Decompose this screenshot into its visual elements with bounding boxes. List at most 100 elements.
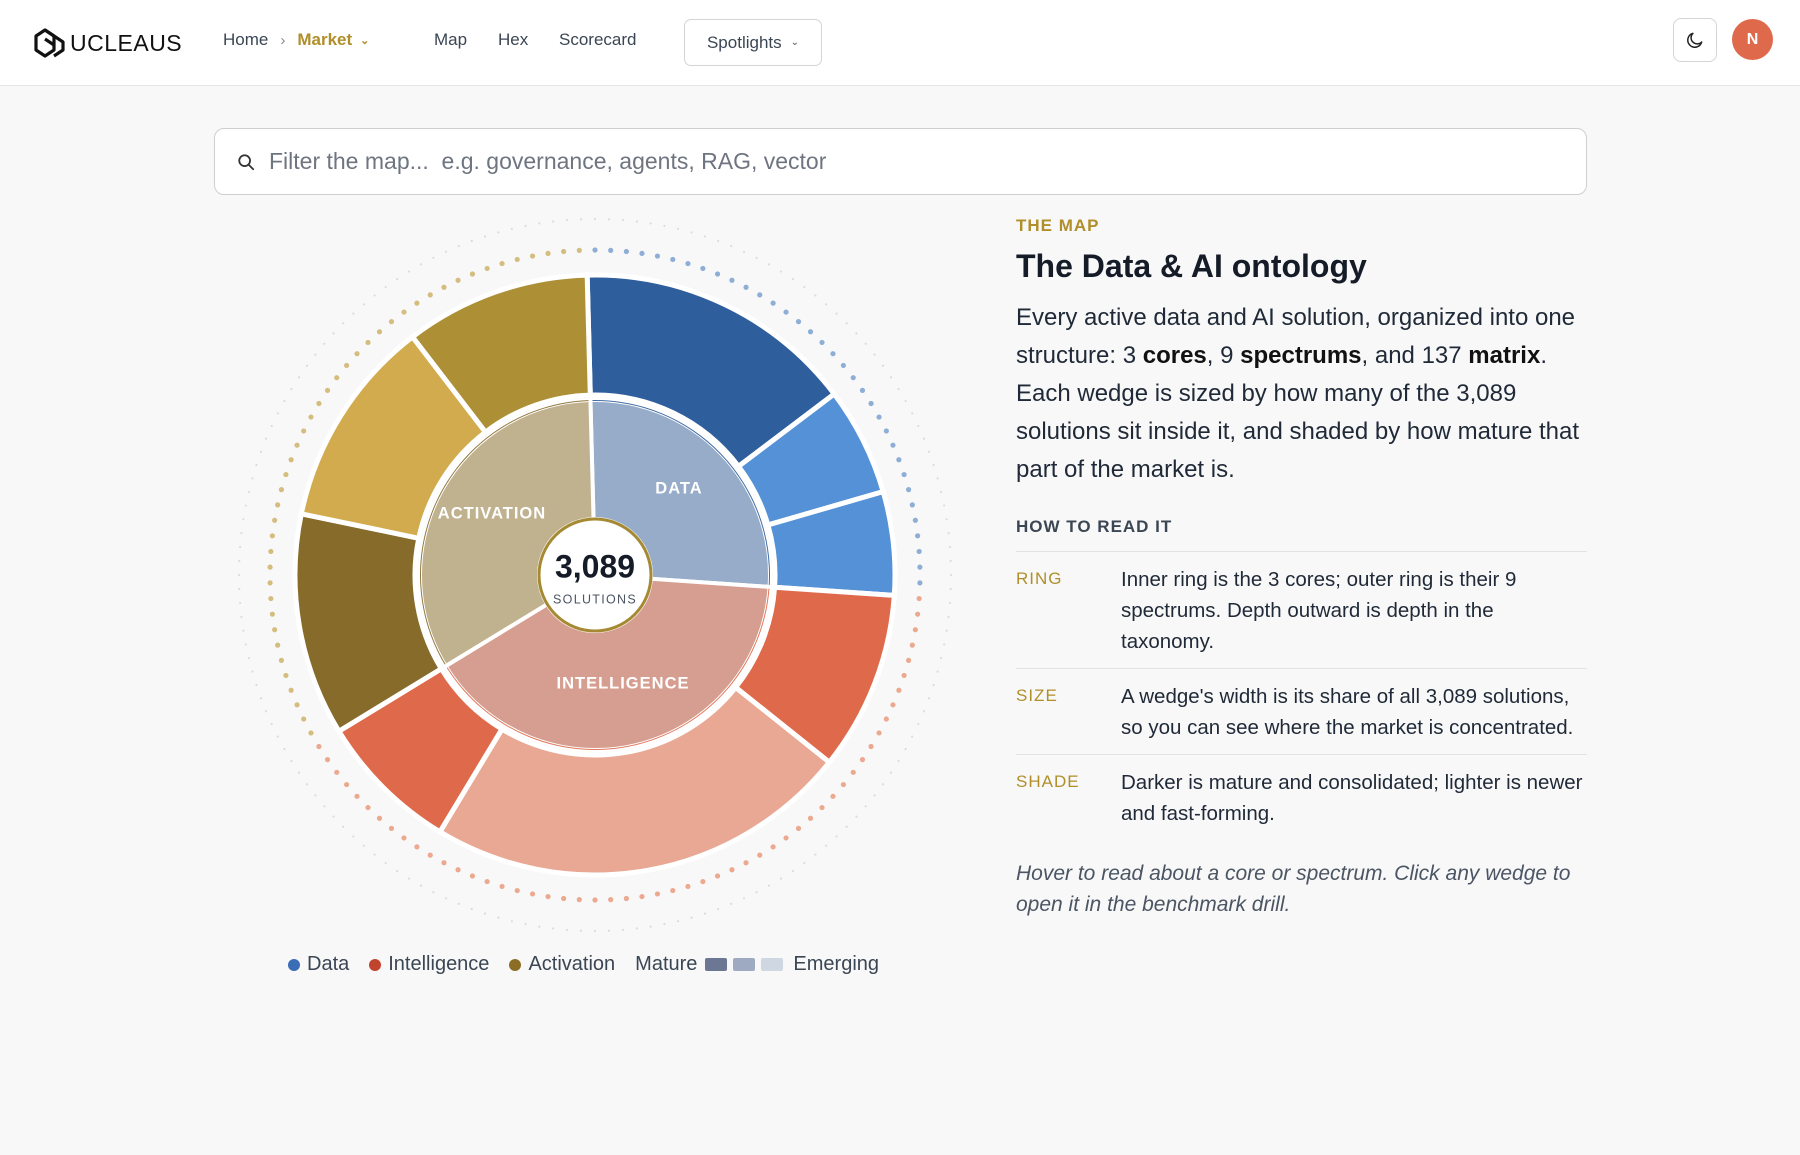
halo-dot-core <box>770 844 776 850</box>
halo-dot-core <box>916 548 922 555</box>
halo-dot-core <box>334 769 340 775</box>
halo-dot-core <box>670 887 676 894</box>
halo-dot-core <box>269 533 275 539</box>
halo-dot-core <box>912 627 918 633</box>
spectrum-wedge-intelligence-2[interactable] <box>436 683 833 878</box>
halo-dot-core <box>830 351 836 357</box>
halo-dot-faint <box>621 218 625 222</box>
ontology-sunburst-chart: DATA INTELLIGENCE ACTIVATION 3,089 SOLUTIONS <box>230 210 960 940</box>
halo-dot-faint <box>244 643 247 646</box>
halo-dot-faint <box>947 532 950 535</box>
legend-item-data: Data <box>288 953 349 976</box>
halo-dot-faint <box>352 835 355 838</box>
halo-dot-faint <box>948 545 952 549</box>
breadcrumb-home-link[interactable]: Home <box>223 30 269 49</box>
halo-dot-core <box>905 657 912 663</box>
core-label-intelligence: INTELLIGENCE <box>556 674 689 692</box>
halo-dot-faint <box>690 231 693 234</box>
halo-dot-faint <box>407 270 411 273</box>
halo-dot-faint <box>259 697 263 700</box>
legend-swatch-mature <box>705 958 728 971</box>
halo-dot-faint <box>889 376 893 379</box>
halo-dot-core <box>714 873 721 879</box>
how-to-row-ring: RING Inner ring is the 3 cores; outer ri… <box>1016 552 1587 669</box>
halo-dot-core <box>268 548 274 555</box>
halo-dot-faint <box>297 376 301 379</box>
halo-dot-faint <box>881 783 885 786</box>
halo-dot-faint <box>283 399 286 403</box>
halo-dot-faint <box>579 218 583 221</box>
halo-dot-faint <box>945 518 948 521</box>
halo-dot-faint <box>864 342 867 345</box>
moon-icon <box>1687 32 1703 48</box>
logo-mark-icon <box>34 28 65 58</box>
halo-dot-core <box>819 339 825 346</box>
halo-dot-faint <box>565 928 569 932</box>
halo-dot-faint <box>927 450 931 453</box>
halo-dot-core <box>365 339 371 346</box>
halo-dot-core <box>623 248 629 255</box>
lead-text-2: , 9 <box>1206 342 1241 369</box>
theme-toggle-button[interactable] <box>1673 18 1717 62</box>
nav-link-map[interactable]: Map <box>434 30 468 49</box>
search-icon <box>237 153 255 171</box>
breadcrumb-market-dropdown[interactable]: Market ⌄ <box>297 30 369 50</box>
halo-dot-core <box>514 256 520 263</box>
halo-dot-faint <box>247 657 250 660</box>
breadcrumb-separator: › <box>280 31 286 49</box>
core-label-activation: ACTIVATION <box>438 504 546 522</box>
halo-dot-core <box>770 300 776 306</box>
halo-dot-faint <box>264 437 268 440</box>
halo-dot-faint <box>396 869 399 873</box>
nav-link-hex[interactable]: Hex <box>498 30 529 49</box>
legend-label-data: Data <box>307 953 350 975</box>
halo-dot-core <box>275 642 281 648</box>
halo-dot-faint <box>419 263 423 266</box>
halo-dot-faint <box>943 504 946 507</box>
halo-dot-faint <box>755 256 758 259</box>
halo-dot-faint <box>276 735 279 738</box>
halo-dot-core <box>499 883 505 890</box>
nav-link-scorecard[interactable]: Scorecard <box>559 30 637 49</box>
halo-dot-faint <box>607 929 611 932</box>
halo-dot-core <box>859 757 866 763</box>
nucleaus-logo[interactable]: UCLEAUS <box>32 27 182 59</box>
halo-dot-core <box>807 815 814 821</box>
spectrum-wedge-activation-3[interactable] <box>409 272 593 436</box>
halo-dot-core <box>909 642 915 648</box>
halo-dot-core <box>916 595 922 602</box>
halo-dot-faint <box>470 239 473 243</box>
halo-dot-faint <box>373 853 376 856</box>
halo-dot-faint <box>444 250 448 253</box>
map-explanation-panel: THE MAP The Data & AI ontology Every act… <box>1016 216 1587 920</box>
halo-dot-faint <box>283 747 286 751</box>
halo-dot-faint <box>332 332 335 335</box>
halo-dot-core <box>529 891 536 897</box>
halo-dot-core <box>275 502 281 508</box>
halo-dot-core <box>901 672 907 679</box>
halo-dot-core <box>545 250 551 257</box>
user-avatar[interactable]: N <box>1732 19 1773 60</box>
halo-dot-faint <box>552 927 555 930</box>
panel-eyebrow: THE MAP <box>1016 216 1100 235</box>
halo-dot-faint <box>635 927 638 930</box>
halo-dot-faint <box>305 783 309 786</box>
halo-dot-core <box>301 716 307 722</box>
map-filter-input[interactable] <box>269 148 1549 175</box>
halo-dot-core <box>623 895 629 902</box>
lead-text-4: . Each wedge is sized by how many of the… <box>1016 342 1579 483</box>
halo-dot-faint <box>835 312 838 315</box>
halo-dot-core <box>334 375 340 381</box>
halo-dot-faint <box>825 303 828 306</box>
row-key-shade: SHADE <box>1016 772 1080 791</box>
center-total-label: SOLUTIONS <box>553 592 637 606</box>
halo-dot-core <box>283 471 289 478</box>
halo-dot-core <box>905 487 912 493</box>
legend-swatch-mid <box>733 958 756 971</box>
halo-dot-faint <box>538 925 541 928</box>
legend-dot-activation <box>509 958 522 971</box>
halo-dot-core <box>365 804 371 811</box>
halo-dot-core <box>267 580 273 586</box>
spotlights-dropdown[interactable]: Spotlights ⌄ <box>684 19 822 66</box>
halo-dot-core <box>529 253 536 259</box>
